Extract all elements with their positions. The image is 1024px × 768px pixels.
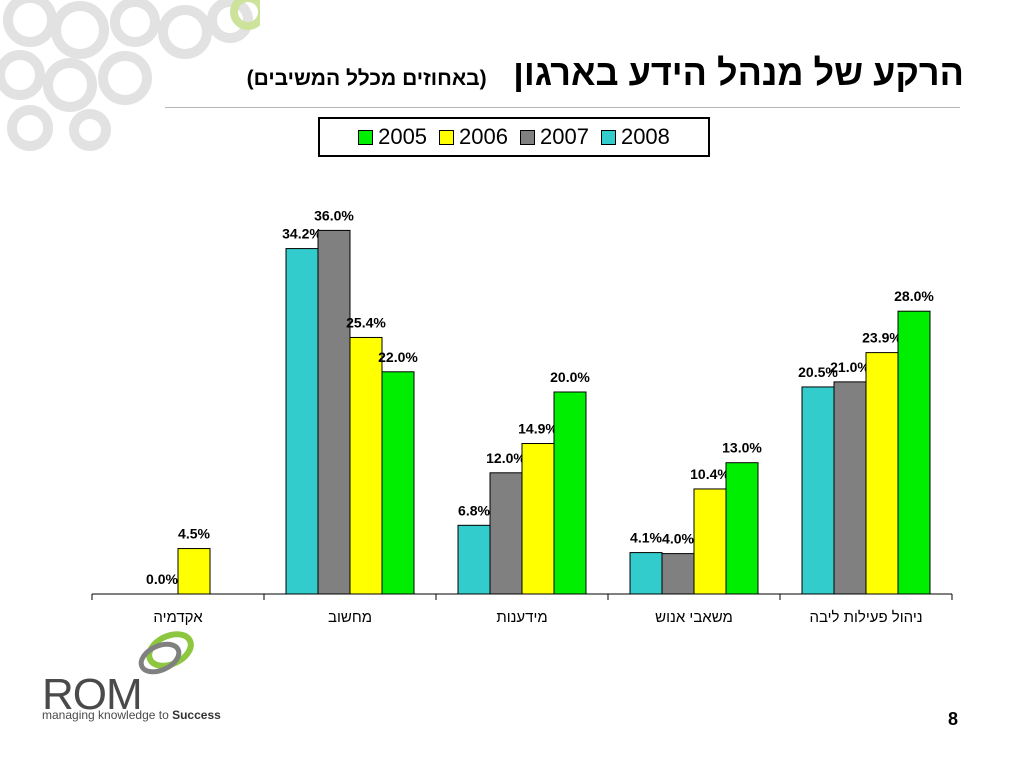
page-number: 8 <box>948 709 959 729</box>
decorative-rings <box>0 0 260 151</box>
data-label: 13.0% <box>722 440 762 456</box>
bar-2008 <box>285 248 319 595</box>
legend-item-2006: 2006 <box>439 124 508 150</box>
bar-2007 <box>317 229 351 595</box>
legend-swatch <box>600 129 616 145</box>
bar-2005 <box>897 310 931 595</box>
data-label: 4.5% <box>178 526 210 542</box>
category-label: משאבי אנוש <box>655 609 733 626</box>
data-label: 20.0% <box>550 369 590 385</box>
bar-2008 <box>801 386 835 595</box>
category-label: ניהול פעילות ליבה <box>809 609 922 626</box>
data-label: 6.8% <box>458 502 490 518</box>
data-label: 23.9% <box>862 330 902 346</box>
bar-2006 <box>521 443 555 595</box>
legend-label: 2008 <box>620 124 670 149</box>
data-label: 4.1% <box>630 530 662 546</box>
title-main: הרקע של מנהל הידע בארגון <box>513 52 964 93</box>
data-label: 0.0% <box>146 571 178 587</box>
bar-2008 <box>457 524 491 595</box>
logo-tagline: managing knowledge to Success <box>42 708 221 722</box>
legend-swatch <box>358 129 374 145</box>
tagline-bold: Success <box>172 708 221 722</box>
data-label: 14.9% <box>518 421 558 437</box>
data-label: 21.0% <box>830 359 870 375</box>
chart-legend: 2005 2006 2007 2008 <box>318 117 710 157</box>
bar-chart: 0.0% 4.5% אקדמיה 34.2% 36.0% 25.4% 22.0% מחשוב 6… <box>91 207 953 626</box>
data-label: 22.0% <box>378 349 418 365</box>
data-label: 20.5% <box>798 364 838 380</box>
bar-2008 <box>629 552 663 595</box>
tagline-prefix: managing knowledge to <box>42 708 173 722</box>
bar-2007 <box>833 381 867 595</box>
legend-item-2005: 2005 <box>358 124 427 150</box>
category-label: מידענות <box>496 609 547 626</box>
data-label: 10.4% <box>690 466 730 482</box>
legend-label: 2007 <box>540 124 589 149</box>
bar-2006 <box>865 352 899 595</box>
title-divider <box>165 107 960 108</box>
data-label: 25.4% <box>346 314 386 330</box>
legend-label: 2005 <box>378 124 428 149</box>
title-subtitle: (באחוזים מכלל המשיבים) <box>246 67 487 90</box>
data-label: 4.0% <box>662 531 694 547</box>
bar-2006 <box>177 548 211 595</box>
bar-2005 <box>725 462 759 595</box>
bar-2007 <box>661 553 695 595</box>
legend-swatch <box>439 129 455 145</box>
category-label: מחשוב <box>328 609 372 626</box>
data-label: 36.0% <box>314 207 354 223</box>
bar-2005 <box>553 391 587 595</box>
legend-item-2008: 2008 <box>600 124 670 150</box>
legend-swatch <box>520 129 535 145</box>
data-label: 12.0% <box>486 450 526 466</box>
bar-2007 <box>489 472 523 595</box>
logo-wordmark: ROM <box>42 670 143 719</box>
slide-title: הרקע של מנהל הידע בארגון (באחוזים מכלל ה… <box>247 52 964 94</box>
legend-label: 2006 <box>459 124 508 149</box>
bar-2006 <box>349 336 383 595</box>
legend-item-2007: 2007 <box>520 124 589 150</box>
bar-2006 <box>693 488 727 595</box>
data-label: 28.0% <box>894 288 934 304</box>
logo-rings-icon <box>138 631 194 675</box>
data-label: 34.2% <box>282 226 322 242</box>
bar-2005 <box>381 371 415 595</box>
category-label: אקדמיה <box>153 609 203 626</box>
